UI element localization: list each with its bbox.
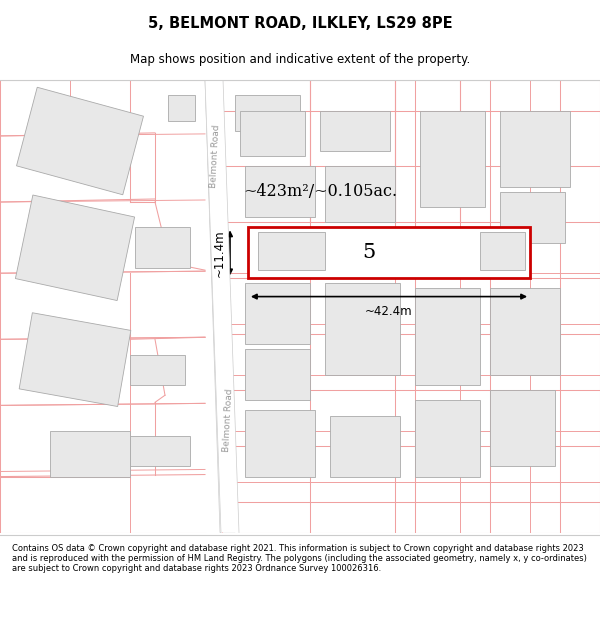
- Polygon shape: [245, 349, 310, 400]
- Polygon shape: [500, 192, 565, 242]
- Polygon shape: [500, 111, 570, 187]
- Polygon shape: [245, 283, 310, 344]
- Text: Map shows position and indicative extent of the property.: Map shows position and indicative extent…: [130, 54, 470, 66]
- Polygon shape: [415, 400, 480, 477]
- Text: Belmont Road: Belmont Road: [222, 389, 234, 452]
- Polygon shape: [205, 80, 235, 532]
- Text: 5: 5: [362, 243, 376, 262]
- Polygon shape: [135, 228, 190, 268]
- Polygon shape: [330, 416, 400, 477]
- Polygon shape: [325, 283, 400, 375]
- Polygon shape: [130, 436, 190, 466]
- Polygon shape: [480, 231, 525, 270]
- Text: Contains OS data © Crown copyright and database right 2021. This information is : Contains OS data © Crown copyright and d…: [12, 544, 587, 573]
- Polygon shape: [130, 354, 185, 385]
- Polygon shape: [325, 166, 395, 222]
- Polygon shape: [50, 431, 130, 477]
- Polygon shape: [17, 88, 143, 195]
- Polygon shape: [235, 95, 300, 131]
- Polygon shape: [320, 111, 390, 151]
- Text: Belmont Road: Belmont Road: [209, 124, 221, 188]
- Text: ~42.4m: ~42.4m: [365, 305, 413, 318]
- Bar: [248, 228, 530, 278]
- Polygon shape: [19, 312, 131, 406]
- Polygon shape: [205, 80, 239, 532]
- Text: 5, BELMONT ROAD, ILKLEY, LS29 8PE: 5, BELMONT ROAD, ILKLEY, LS29 8PE: [148, 16, 452, 31]
- Text: ~423m²/~0.105ac.: ~423m²/~0.105ac.: [243, 183, 397, 201]
- Polygon shape: [16, 195, 134, 301]
- Polygon shape: [420, 111, 485, 207]
- Polygon shape: [490, 390, 555, 466]
- Polygon shape: [168, 95, 195, 121]
- Polygon shape: [205, 80, 238, 532]
- Polygon shape: [258, 231, 325, 270]
- Polygon shape: [415, 289, 480, 385]
- Polygon shape: [245, 411, 315, 477]
- Text: ~11.4m: ~11.4m: [213, 229, 226, 277]
- Polygon shape: [245, 166, 315, 217]
- Polygon shape: [490, 289, 560, 375]
- Polygon shape: [240, 111, 305, 156]
